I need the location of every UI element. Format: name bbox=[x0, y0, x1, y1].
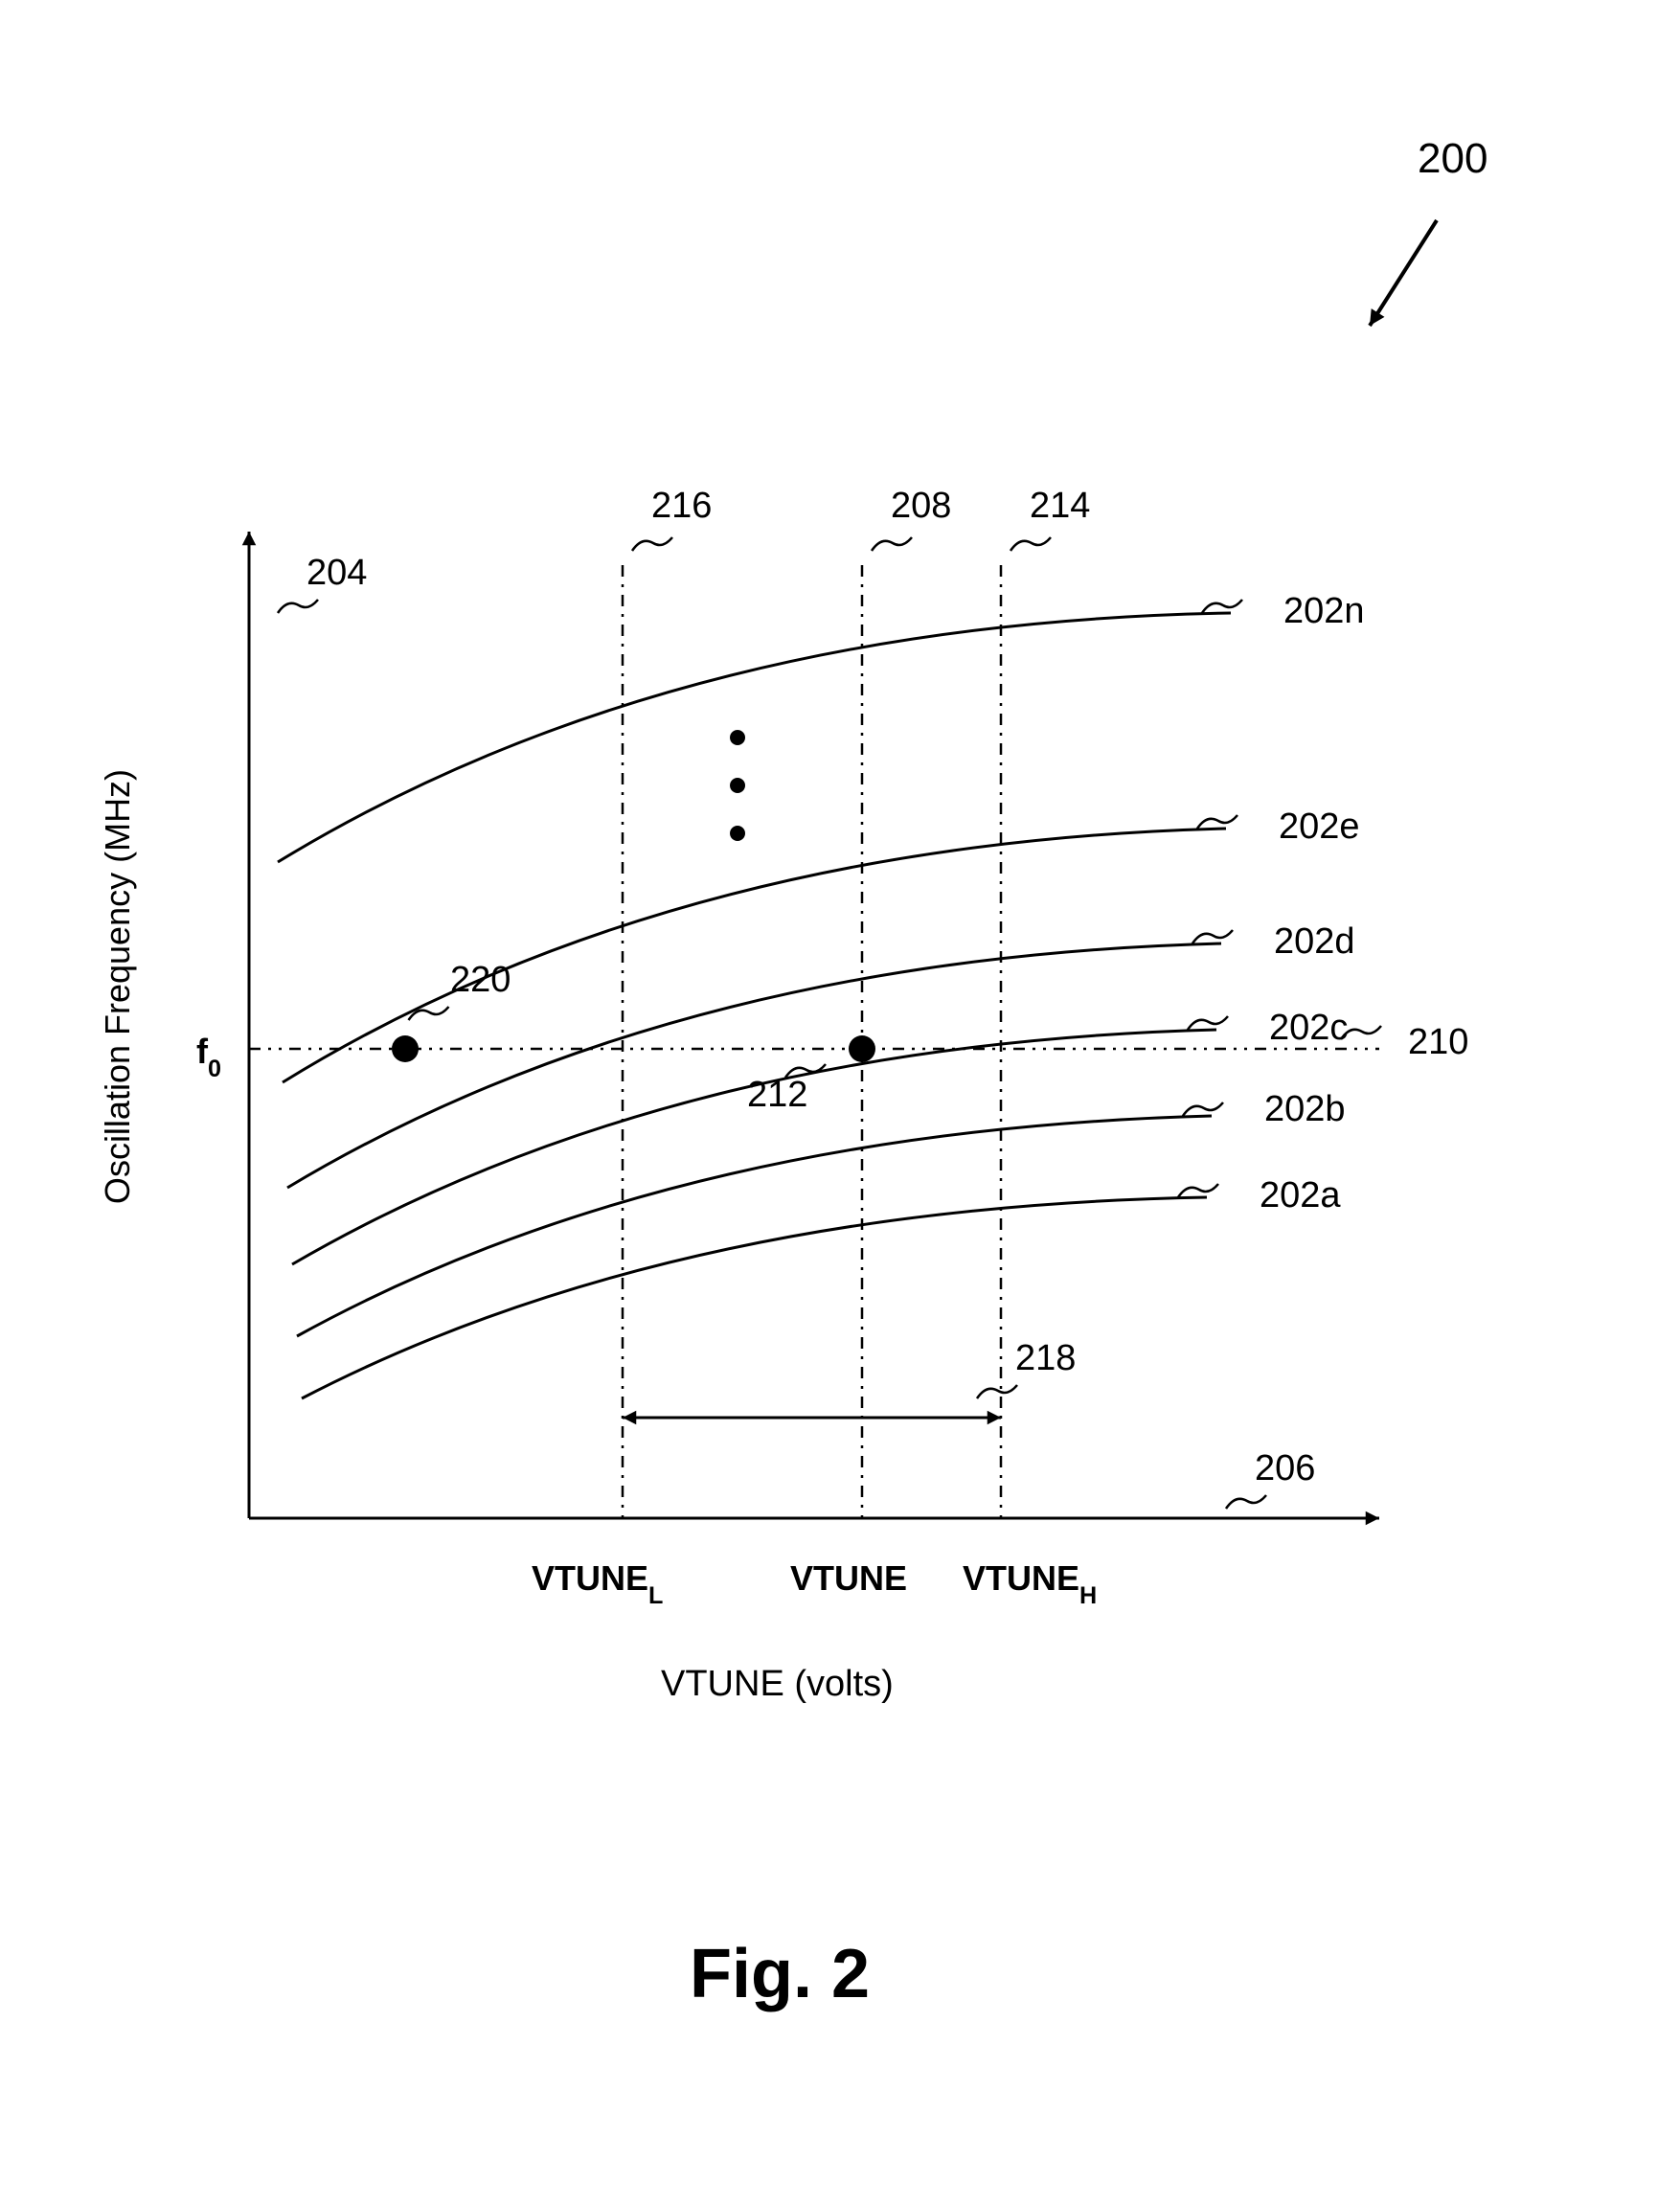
svg-text:220: 220 bbox=[450, 960, 511, 1000]
svg-text:200: 200 bbox=[1418, 135, 1487, 182]
svg-text:Oscillation Frequency (MHz): Oscillation Frequency (MHz) bbox=[98, 769, 137, 1204]
figure-caption: Fig. 2 bbox=[690, 1935, 870, 2013]
svg-text:216: 216 bbox=[651, 486, 712, 526]
svg-text:VTUNE: VTUNE bbox=[790, 1558, 907, 1598]
svg-text:202b: 202b bbox=[1264, 1089, 1346, 1129]
svg-text:202n: 202n bbox=[1283, 591, 1365, 631]
svg-text:206: 206 bbox=[1255, 1448, 1315, 1488]
svg-text:210: 210 bbox=[1408, 1022, 1468, 1062]
svg-text:208: 208 bbox=[891, 486, 951, 526]
svg-text:202e: 202e bbox=[1279, 807, 1360, 847]
svg-text:202d: 202d bbox=[1274, 921, 1355, 962]
svg-text:218: 218 bbox=[1015, 1338, 1076, 1378]
figure-svg: Oscillation Frequency (MHz) VTUNE (volts)… bbox=[0, 0, 1680, 2204]
svg-text:214: 214 bbox=[1030, 486, 1090, 526]
svg-text:VTUNE (volts): VTUNE (volts) bbox=[661, 1664, 894, 1704]
svg-text:204: 204 bbox=[306, 553, 367, 593]
svg-text:f0: f0 bbox=[196, 1032, 221, 1082]
svg-text:VTUNEH: VTUNEH bbox=[963, 1558, 1097, 1609]
svg-text:VTUNEL: VTUNEL bbox=[532, 1558, 663, 1609]
svg-text:212: 212 bbox=[747, 1075, 807, 1115]
svg-text:202c: 202c bbox=[1269, 1008, 1348, 1048]
svg-text:202a: 202a bbox=[1260, 1175, 1341, 1216]
